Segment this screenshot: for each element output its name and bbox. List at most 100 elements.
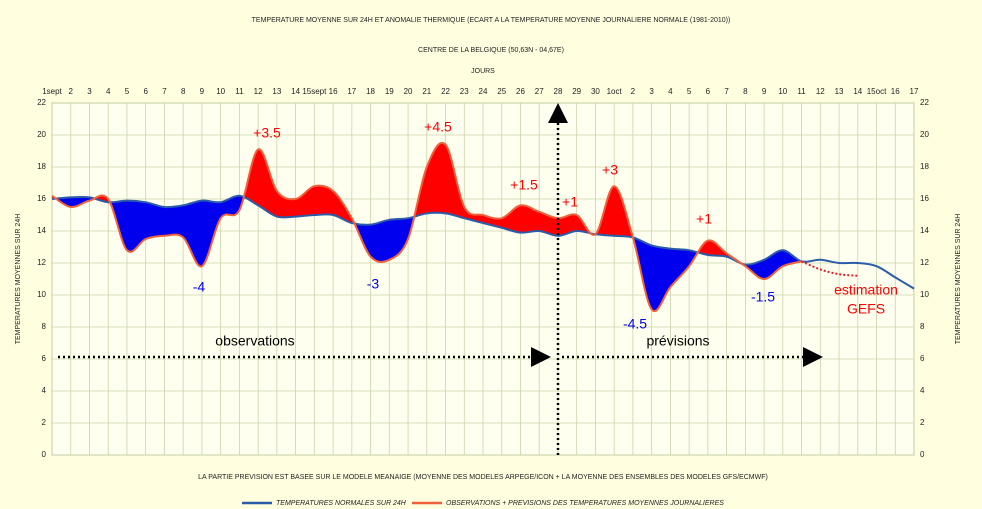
x-tick-label: 12 [816, 87, 825, 96]
x-tick-label: 16 [891, 87, 900, 96]
annotation: estimation [834, 282, 898, 298]
annotation: +1 [562, 194, 578, 210]
annotation: GEFS [847, 301, 885, 317]
y-tick-label: 0 [42, 450, 47, 459]
x-axis-label: JOURS [471, 68, 495, 75]
y-tick-label-right: 18 [920, 162, 929, 171]
y-tick-label-right: 6 [920, 354, 925, 363]
x-tick-label: 8 [181, 87, 186, 96]
y-tick-label: 14 [37, 226, 46, 235]
y-tick-label: 16 [37, 194, 46, 203]
x-tick-label: 14 [291, 87, 300, 96]
x-tick-label: 15sept [302, 87, 327, 96]
y-tick-label: 6 [42, 354, 47, 363]
x-tick-label: 5 [125, 87, 130, 96]
y-tick-label-right: 0 [920, 450, 925, 459]
x-tick-label: 2 [69, 87, 74, 96]
y-tick-label-right: 10 [920, 290, 929, 299]
x-tick-label: 7 [724, 87, 729, 96]
x-tick-label: 2 [631, 87, 636, 96]
x-tick-label: 18 [366, 87, 375, 96]
x-tick-label: 1sept [42, 87, 62, 96]
x-tick-label: 20 [404, 87, 413, 96]
x-tick-label: 6 [706, 87, 711, 96]
x-tick-label: 23 [460, 87, 469, 96]
arrows [58, 103, 823, 455]
x-tick-label: 8 [743, 87, 748, 96]
y-tick-label: 20 [37, 130, 46, 139]
chart-subtitle: CENTRE DE LA BELGIQUE (50,63N - 04,67E) [418, 47, 564, 54]
y-tick-label: 2 [42, 418, 47, 427]
x-tick-label: 3 [87, 87, 92, 96]
gefs-line [801, 260, 858, 277]
series-line [51, 142, 802, 313]
legend-label: TEMPERATURES NORMALES SUR 24H [276, 500, 407, 507]
x-tick-label: 10 [778, 87, 787, 96]
y-tick-label-right: 8 [920, 322, 925, 331]
x-tick-label: 10 [216, 87, 225, 96]
plot: 1sept 2 3 4 5 6 7 8 9 10 11 12 13 14 15sept 16 17 18 19 20 2… [37, 87, 929, 459]
x-tick-label: 19 [385, 87, 394, 96]
x-tick-label: 14 [853, 87, 862, 96]
annotation: -1.5 [751, 289, 775, 305]
y-tick-label: 18 [37, 162, 46, 171]
x-tick-label: 11 [235, 87, 244, 96]
x-tick-label: 13 [272, 87, 281, 96]
x-tick-label: 16 [329, 87, 338, 96]
x-tick-label: 21 [422, 87, 431, 96]
y-tick-label-right: 2 [920, 418, 925, 427]
x-tick-label: 6 [143, 87, 148, 96]
annotation: +3 [602, 162, 618, 178]
footnote: LA PARTIE PREVISION EST BASEE SUR LE MOD… [198, 474, 768, 481]
x-tick-label: 3 [649, 87, 654, 96]
annotation: -4 [193, 279, 206, 295]
x-tick-label: 22 [441, 87, 450, 96]
y-tick-label-right: 4 [920, 386, 925, 395]
y-tick-label-right: 16 [920, 194, 929, 203]
x-tick-label: 24 [479, 87, 488, 96]
x-tick-label: 26 [516, 87, 525, 96]
x-tick-label: 4 [106, 87, 111, 96]
x-tick-label: 15oct [867, 87, 887, 96]
x-tick-label: 9 [762, 87, 767, 96]
annotation: +1.5 [510, 177, 538, 193]
x-tick-label: 17 [347, 87, 356, 96]
y-axis-label-right: TEMPERATURES MOYENNES SUR 24H [955, 214, 962, 345]
y-axis-label: TEMPERATURES MOYENNES SUR 24H [15, 214, 22, 345]
legend-label: OBSERVATIONS + PREVISIONS DES TEMPERATUR… [446, 500, 724, 507]
x-tick-label: 12 [254, 87, 263, 96]
chart-title: TEMPERATURE MOYENNE SUR 24H ET ANOMALIE … [252, 17, 731, 24]
x-tick-label: 25 [497, 87, 506, 96]
y-tick-label-right: 22 [920, 98, 929, 107]
x-tick-label: 9 [200, 87, 205, 96]
annotation: -4.5 [623, 316, 647, 332]
series-line [51, 194, 915, 290]
legend: TEMPERATURES NORMALES SUR 24H OBSERVATIO… [242, 500, 724, 507]
y-tick-label-right: 20 [920, 130, 929, 139]
x-tick-label: 1oct [607, 87, 623, 96]
x-tick-label: 7 [162, 87, 167, 96]
annotation: -3 [367, 276, 380, 292]
annotation: +3.5 [253, 125, 281, 141]
annotation: prévisions [646, 333, 709, 349]
y-tick-label-right: 12 [920, 258, 929, 267]
y-tick-label: 22 [37, 98, 46, 107]
y-tick-label: 8 [42, 322, 47, 331]
y-tick-label: 10 [37, 290, 46, 299]
x-tick-label: 28 [554, 87, 563, 96]
x-tick-label: 17 [910, 87, 919, 96]
y-tick-label: 4 [42, 386, 47, 395]
annotation: observations [215, 333, 294, 349]
x-tick-label: 27 [535, 87, 544, 96]
x-tick-label: 29 [572, 87, 581, 96]
x-tick-label: 4 [668, 87, 673, 96]
x-tick-label: 13 [835, 87, 844, 96]
x-tick-label: 11 [797, 87, 806, 96]
x-tick-label: 5 [687, 87, 692, 96]
y-tick-label: 12 [37, 258, 46, 267]
x-tick-label: 30 [591, 87, 600, 96]
y-tick-label-right: 14 [920, 226, 929, 235]
annotation: +4.5 [424, 119, 452, 135]
annotation: +1 [696, 211, 712, 227]
